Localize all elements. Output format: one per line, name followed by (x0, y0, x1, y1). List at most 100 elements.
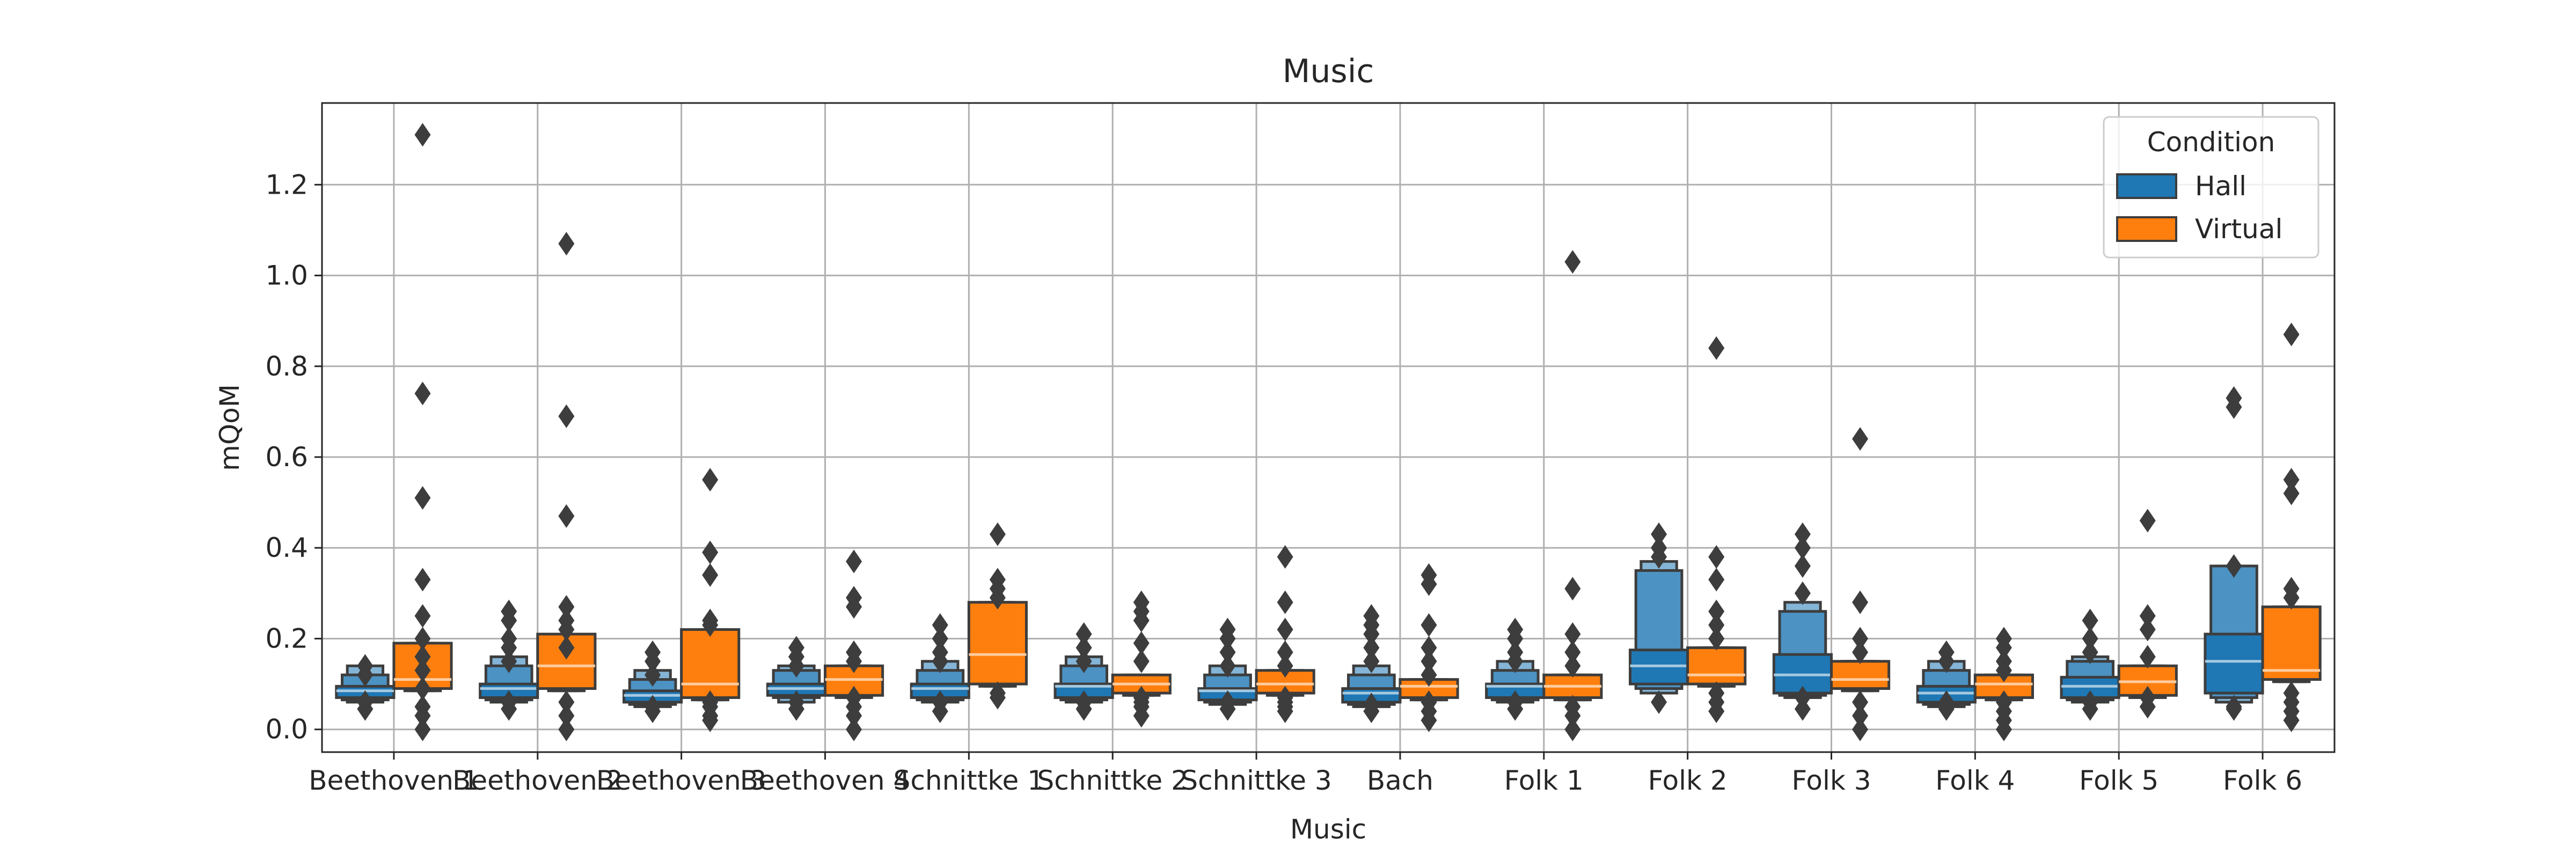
outlier-point (1938, 640, 1955, 664)
outlier-point (1277, 640, 1293, 664)
outlier-point (558, 608, 575, 632)
x-tick-label: Beethoven 3 (596, 765, 766, 796)
outlier-point (1277, 654, 1293, 678)
outlier-point (1421, 563, 1437, 587)
outlier-point (1564, 654, 1581, 678)
boxen-core-box (1686, 646, 1747, 686)
outlier-point (1708, 681, 1725, 705)
outlier-point (702, 563, 719, 587)
outlier-point (1708, 599, 1725, 623)
outlier-point (1995, 690, 2012, 714)
outlier-point (1852, 690, 1869, 714)
outlier-point (501, 599, 517, 623)
x-tick-label: Schnittke 1 (894, 765, 1044, 796)
legend-title: Condition (2147, 127, 2275, 158)
outlier-point (2139, 686, 2156, 710)
outlier-point (1363, 649, 1380, 673)
outlier-point (357, 690, 374, 714)
outlier-point (501, 690, 517, 714)
outlier-point (2283, 481, 2300, 505)
x-tick-label: Beethoven 2 (452, 765, 623, 796)
outlier-point (932, 613, 948, 637)
outlier-point (501, 649, 517, 673)
outlier-point (1133, 649, 1150, 673)
outlier-point (846, 640, 862, 664)
outlier-point (702, 690, 719, 714)
outlier-point (1277, 545, 1293, 569)
outlier-point (1075, 649, 1092, 673)
outlier-point (414, 645, 431, 669)
outlier-point (1708, 545, 1725, 569)
boxen-core-box (967, 601, 1028, 686)
outlier-point (1995, 627, 2012, 651)
boxen-core-box (2204, 632, 2264, 695)
outlier-point (846, 686, 862, 710)
outlier-point (932, 627, 948, 651)
boxen-core-box (680, 628, 741, 699)
x-tick-label: Bach (1367, 765, 1433, 796)
outlier-point (932, 640, 948, 664)
outlier-point (989, 681, 1006, 705)
x-tick-label: Schnittke 2 (1037, 765, 1188, 796)
outlier-point (2283, 322, 2300, 347)
outlier-point (558, 704, 575, 728)
outlier-point (846, 586, 862, 610)
outlier-point (1075, 636, 1092, 660)
y-axis-label: mQoM (214, 384, 245, 471)
outlier-point (2226, 554, 2242, 578)
outlier-point (989, 522, 1006, 546)
x-tick-label: Folk 1 (1504, 765, 1584, 796)
outlier-point (1133, 631, 1150, 655)
x-tick-label: Beethoven 4 (740, 765, 910, 796)
outlier-point (645, 695, 661, 719)
x-tick-label: Schnittke 3 (1181, 765, 1331, 796)
outlier-point (989, 568, 1006, 592)
outlier-point (1133, 590, 1150, 614)
outlier-point (2082, 690, 2098, 714)
outlier-point (1708, 336, 1725, 360)
outlier-point (2226, 695, 2242, 719)
x-tick-label: Folk 3 (1791, 765, 1871, 796)
outlier-point (1507, 690, 1524, 714)
y-tick-label: 0.4 (265, 532, 308, 563)
outlier-point (1564, 717, 1581, 741)
outlier-point (788, 636, 804, 660)
outlier-point (1938, 690, 1955, 714)
outlier-point (1852, 627, 1869, 651)
outlier-point (932, 690, 948, 714)
boxen-core-box (2261, 605, 2322, 681)
outlier-point (558, 636, 575, 660)
outlier-point (1708, 627, 1725, 651)
grid-lines (322, 103, 2334, 752)
outlier-point (558, 232, 575, 256)
outlier-point (2082, 640, 2098, 664)
outlier-point (1277, 617, 1293, 642)
outlier-point (414, 568, 431, 592)
outlier-point (788, 690, 804, 714)
outlier-point (558, 717, 575, 741)
outlier-point (1507, 640, 1524, 664)
outlier-point (1075, 690, 1092, 714)
plot-area-frame (321, 102, 2336, 753)
outlier-point (414, 604, 431, 628)
outlier-point (1564, 622, 1581, 646)
outlier-point (2283, 577, 2300, 601)
outlier-point (1651, 522, 1667, 546)
legend-label-virtual: Virtual (2195, 214, 2282, 245)
outlier-point (501, 627, 517, 651)
outlier-point (1421, 649, 1437, 673)
outlier-point (2139, 645, 2156, 669)
outlier-point (1133, 686, 1150, 710)
outlier-point (1794, 522, 1811, 546)
outlier-point (1219, 690, 1236, 714)
outlier-point (414, 486, 431, 510)
outlier-point (1219, 654, 1236, 678)
outlier-point (1564, 640, 1581, 664)
outlier-point (2082, 608, 2098, 632)
outlier-point (1363, 636, 1380, 660)
outlier-point (2226, 386, 2242, 410)
outlier-point (414, 658, 431, 682)
outlier-point (1421, 636, 1437, 660)
